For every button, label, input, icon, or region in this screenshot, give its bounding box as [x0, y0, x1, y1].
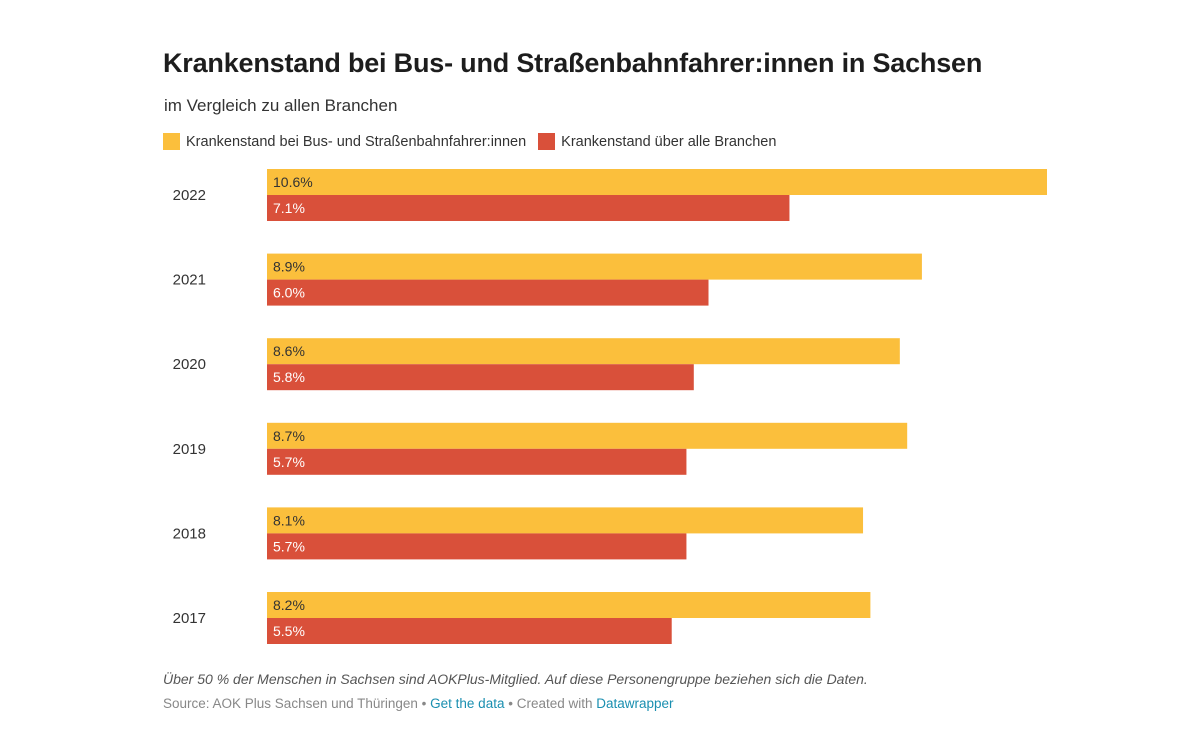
separator-1: •	[417, 696, 431, 711]
value-label-all-2020: 5.8%	[273, 369, 305, 385]
year-label-2020: 2020	[173, 356, 206, 373]
datawrapper-link[interactable]: Datawrapper	[596, 696, 674, 711]
value-label-bus-2022: 10.6%	[273, 174, 313, 190]
value-label-all-2022: 7.1%	[273, 200, 305, 216]
chart-title: Krankenstand bei Bus- und Straßenbahnfah…	[163, 48, 983, 78]
source-line: Source: AOK Plus Sachsen und Thüringen •…	[163, 696, 674, 711]
bar-bus-2018	[267, 507, 864, 534]
chart-note: Über 50 % der Menschen in Sachsen sind A…	[163, 671, 868, 687]
bar-all-2022	[267, 195, 790, 221]
value-label-bus-2017: 8.2%	[273, 597, 305, 613]
value-label-bus-2018: 8.1%	[273, 512, 305, 528]
year-label-2017: 2017	[173, 610, 206, 627]
bar-all-2019	[267, 448, 687, 475]
value-label-bus-2021: 8.9%	[273, 259, 305, 275]
bar-all-2018	[267, 533, 687, 560]
year-label-2018: 2018	[173, 525, 206, 542]
legend-label-all: Krankenstand über alle Branchen	[561, 133, 777, 150]
bar-bus-2017	[267, 592, 871, 618]
value-label-all-2019: 5.7%	[273, 454, 305, 470]
value-label-all-2021: 6.0%	[273, 285, 305, 301]
value-label-bus-2019: 8.7%	[273, 428, 305, 444]
bar-all-2020	[267, 364, 694, 391]
separator-2: •	[504, 696, 517, 711]
source-text: Source: AOK Plus Sachsen und Thüringen	[163, 696, 418, 711]
value-label-all-2017: 5.5%	[273, 623, 305, 639]
legend-item-all: Krankenstand über alle Branchen	[538, 133, 776, 150]
year-label-2022: 2022	[173, 187, 206, 204]
legend-label-bus: Krankenstand bei Bus- und Straßenbahnfah…	[186, 133, 527, 150]
chart-subtitle: im Vergleich zu allen Branchen	[164, 96, 398, 115]
year-label-2021: 2021	[173, 272, 206, 289]
legend: Krankenstand bei Bus- und Straßenbahnfah…	[163, 133, 788, 150]
get-the-data-link[interactable]: Get the data	[430, 696, 505, 711]
legend-item-bus: Krankenstand bei Bus- und Straßenbahnfah…	[163, 133, 526, 150]
year-label-2019: 2019	[173, 441, 206, 458]
created-with-text: Created with	[516, 696, 593, 711]
value-label-bus-2020: 8.6%	[273, 343, 305, 359]
bar-bus-2019	[267, 422, 908, 449]
bar-bus-2020	[267, 338, 900, 365]
legend-swatch-bus	[163, 133, 180, 150]
bar-bus-2021	[267, 253, 922, 280]
bar-bus-2022	[267, 169, 1047, 195]
bar-all-2017	[267, 618, 672, 644]
legend-swatch-all	[538, 133, 556, 150]
bar-all-2021	[267, 279, 709, 306]
value-label-all-2018: 5.7%	[273, 538, 305, 554]
